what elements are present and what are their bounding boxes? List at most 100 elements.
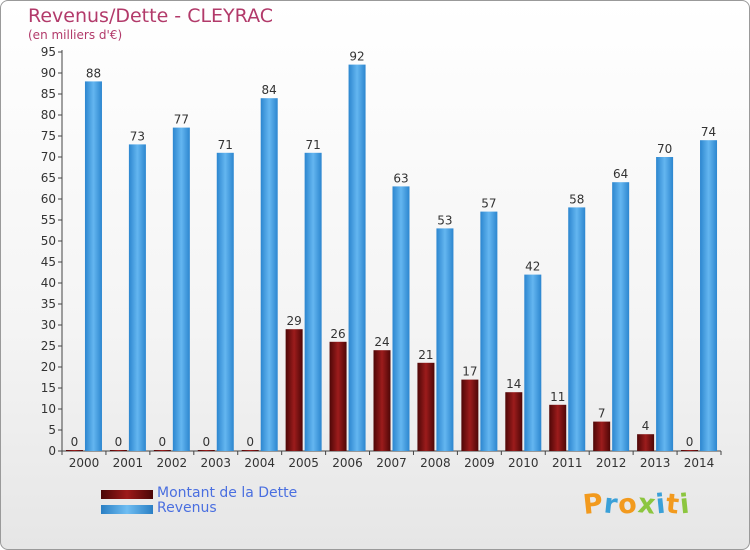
data-label-dette: 21 [418,348,433,362]
x-tick-label: 2006 [332,456,363,470]
data-label-dette: 29 [286,314,301,328]
x-tick-label: 2014 [684,456,715,470]
y-tick-label: 60 [41,192,56,206]
data-label-dette: 4 [642,419,650,433]
data-label-revenus: 64 [613,167,628,181]
y-tick-label: 10 [41,402,56,416]
x-tick-label: 2004 [244,456,275,470]
bar-revenus [656,157,674,451]
x-tick-label: 2003 [200,456,231,470]
data-label-revenus: 58 [569,192,584,206]
data-label-dette: 0 [246,435,254,449]
data-label-revenus: 71 [305,138,320,152]
y-tick-label: 15 [41,381,56,395]
bar-revenus [84,81,102,452]
y-tick-label: 65 [41,171,56,185]
data-label-revenus: 53 [437,213,452,227]
x-tick-label: 2007 [376,456,407,470]
y-tick-label: 75 [41,129,56,143]
bar-revenus [480,211,498,451]
data-label-dette: 0 [686,435,694,449]
data-label-dette: 0 [202,435,210,449]
data-label-revenus: 63 [393,171,408,185]
bar-dette [417,362,435,451]
data-label-revenus: 71 [218,138,233,152]
bar-revenus [348,64,366,451]
y-tick-label: 90 [41,66,56,80]
data-label-revenus: 73 [130,129,145,143]
legend-label-dette: Montant de la Dette [157,485,298,501]
data-label-dette: 24 [374,335,389,349]
bar-revenus [260,98,278,451]
data-label-revenus: 88 [86,66,101,80]
legend-swatch-revenus [101,505,153,514]
x-tick-label: 2000 [69,456,100,470]
bar-dette [549,404,567,451]
bar-dette [505,392,523,451]
bar-revenus [392,186,410,451]
bar-dette [329,341,347,451]
bar-dette [285,329,303,451]
y-tick-label: 95 [41,45,56,59]
y-tick-label: 20 [41,360,56,374]
y-tick-label: 30 [41,318,56,332]
logo-letter: i [678,488,693,521]
proxiti-logo: Proxiti [581,488,693,521]
bar-dette [197,450,215,451]
data-label-revenus: 57 [481,197,496,211]
y-tick-label: 5 [48,423,56,437]
x-tick-label: 2005 [288,456,319,470]
data-label-dette: 0 [115,435,123,449]
x-tick-label: 2001 [113,456,144,470]
bar-revenus [700,140,718,451]
data-label-revenus: 74 [701,125,716,139]
y-tick-label: 55 [41,213,56,227]
y-tick-label: 70 [41,150,56,164]
data-label-dette: 14 [506,377,521,391]
bar-dette [637,434,655,451]
data-label-dette: 0 [71,435,79,449]
y-tick-label: 0 [48,444,56,458]
y-tick-label: 25 [41,339,56,353]
y-tick-label: 85 [41,87,56,101]
data-label-revenus: 77 [174,113,189,127]
bar-dette [681,450,699,451]
x-tick-label: 2010 [508,456,539,470]
bar-revenus [524,274,542,451]
data-label-dette: 7 [598,407,606,421]
bar-dette [65,450,83,451]
bar-revenus [216,152,234,452]
y-tick-label: 50 [41,234,56,248]
y-tick-label: 35 [41,297,56,311]
x-tick-label: 2009 [464,456,495,470]
chart-subtitle: (en milliers d'€) [28,28,123,42]
data-label-dette: 0 [159,435,167,449]
bar-revenus [172,127,190,451]
y-tick-label: 80 [41,108,56,122]
bar-revenus [612,182,630,451]
bar-dette [109,450,127,451]
bar-dette [241,450,259,451]
legend-swatch-dette [101,490,153,499]
bar-dette [593,421,611,451]
data-label-dette: 26 [330,327,345,341]
x-tick-label: 2012 [596,456,627,470]
bar-revenus [304,152,322,452]
chart-title: Revenus/Dette - CLEYRAC [28,5,274,27]
x-tick-label: 2002 [157,456,188,470]
bar-dette [153,450,171,451]
x-tick-label: 2008 [420,456,451,470]
y-tick-label: 40 [41,276,56,290]
data-label-revenus: 70 [657,142,672,156]
x-tick-label: 2013 [640,456,671,470]
y-tick-label: 45 [41,255,56,269]
bar-revenus [436,228,454,451]
data-label-revenus: 42 [525,260,540,274]
x-tick-label: 2011 [552,456,583,470]
bar-dette [461,379,479,451]
data-label-dette: 17 [462,365,477,379]
legend-label-revenus: Revenus [157,500,217,516]
bar-revenus [128,144,146,451]
bar-revenus [568,207,586,451]
